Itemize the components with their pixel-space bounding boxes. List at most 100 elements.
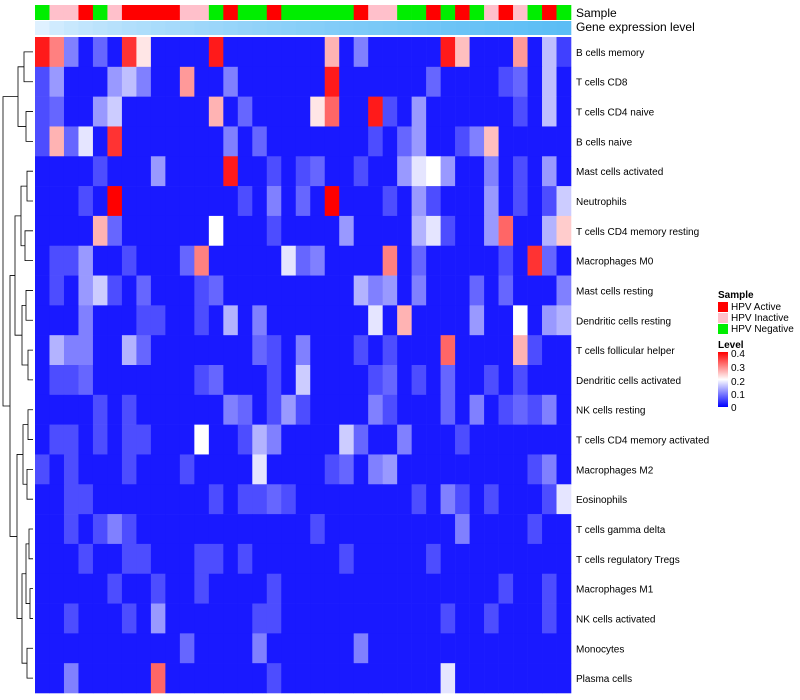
heatmap-cell [223, 156, 239, 187]
heatmap-cell [353, 305, 369, 336]
heatmap-cell [165, 156, 181, 187]
heatmap-cell [513, 424, 528, 455]
heatmap-cell [527, 484, 543, 515]
heatmap-cell [208, 186, 224, 217]
heatmap-cell [498, 215, 514, 247]
heatmap-cell [382, 573, 398, 604]
heatmap-cell [455, 514, 470, 545]
dendrogram-branch [25, 111, 33, 142]
heatmap-cell [484, 156, 499, 187]
heatmap-cell [237, 186, 253, 217]
heatmap-cell [556, 484, 572, 515]
heatmap-cell [266, 96, 282, 127]
heatmap-cell [368, 633, 383, 664]
heatmap-cell [49, 186, 65, 217]
heatmap-cell [556, 394, 572, 425]
heatmap-cell [121, 454, 137, 485]
heatmap-cell [411, 454, 427, 485]
heatmap-cell [353, 543, 369, 575]
heatmap-cell [455, 96, 470, 127]
heatmap-cell [35, 663, 50, 694]
heatmap-cell [165, 245, 181, 276]
heatmap-cell [295, 126, 311, 157]
heatmap-cell [35, 454, 50, 485]
sample-cell [542, 5, 557, 20]
heatmap-cell [440, 186, 456, 217]
heatmap-cell [237, 603, 253, 634]
heatmap-cell [382, 305, 398, 336]
heatmap-cell [92, 603, 108, 634]
heatmap-cell [426, 245, 441, 276]
heatmap-cell [513, 365, 528, 396]
heatmap-cell [121, 215, 137, 247]
sample-cell [266, 5, 282, 20]
heatmap-cell [382, 424, 398, 455]
heatmap-cell [179, 66, 195, 97]
heatmap-cell [35, 573, 50, 604]
heatmap-cell [382, 543, 398, 575]
legend-level-colorbar [718, 352, 728, 407]
heatmap-cell [35, 66, 50, 97]
heatmap-cell [527, 186, 543, 217]
heatmap-cell [527, 603, 543, 634]
heatmap-cell [542, 663, 557, 694]
heatmap-cell [92, 514, 108, 545]
heatmap-cell [281, 543, 297, 575]
heatmap-cell [368, 454, 383, 485]
heatmap-cell [136, 156, 152, 187]
heatmap-cell [208, 514, 224, 545]
heatmap-cell [498, 96, 514, 127]
heatmap-cell [179, 424, 195, 455]
heatmap-cell [527, 37, 543, 68]
heatmap-cell [208, 335, 224, 366]
heatmap-cell [556, 335, 572, 366]
heatmap-cell [281, 186, 297, 217]
heatmap-cell [179, 484, 195, 515]
heatmap-cell [194, 37, 210, 68]
heatmap-cell [498, 633, 514, 664]
heatmap-cell [339, 394, 355, 425]
heatmap-cell [426, 514, 441, 545]
heatmap-cell [179, 305, 195, 336]
heatmap-cell [136, 573, 152, 604]
heatmap-cell [78, 37, 94, 68]
heatmap-cell [295, 603, 311, 634]
heatmap-cell [107, 365, 123, 396]
heatmap-cell [411, 156, 427, 187]
heatmap-cell [324, 335, 340, 366]
heatmap-cell [78, 424, 94, 455]
heatmap-cell [194, 365, 210, 396]
heatmap-cell [281, 484, 297, 515]
heatmap-cell [324, 156, 340, 187]
heatmap-cell [194, 633, 210, 664]
heatmap-cell [411, 66, 427, 97]
heatmap-cell [542, 66, 557, 97]
heatmap-cell [165, 37, 181, 68]
dendrogram-branch [27, 409, 33, 440]
heatmap-cell [252, 156, 268, 187]
heatmap-cell [208, 603, 224, 634]
heatmap-cell [179, 126, 195, 157]
gene-level-cell [382, 21, 398, 35]
gene-level-cell [150, 21, 166, 35]
heatmap-cell [136, 543, 152, 575]
heatmap-cell [136, 424, 152, 455]
sample-cell [63, 5, 79, 20]
dendrogram-branch [25, 290, 33, 321]
heatmap-cell [49, 573, 65, 604]
heatmap-cell [208, 633, 224, 664]
heatmap-cell [252, 37, 268, 68]
heatmap-cell [527, 573, 543, 604]
heatmap-cell [136, 365, 152, 396]
heatmap-cell [208, 663, 224, 694]
heatmap-cell [136, 454, 152, 485]
heatmap-cell [49, 37, 65, 68]
heatmap-cell [324, 424, 340, 455]
heatmap-cell [165, 484, 181, 515]
heatmap-cell [440, 514, 456, 545]
heatmap-cell [498, 514, 514, 545]
heatmap-cell [92, 633, 108, 664]
heatmap-cell [397, 156, 412, 187]
heatmap-cell [194, 514, 210, 545]
heatmap-cell [484, 543, 499, 575]
